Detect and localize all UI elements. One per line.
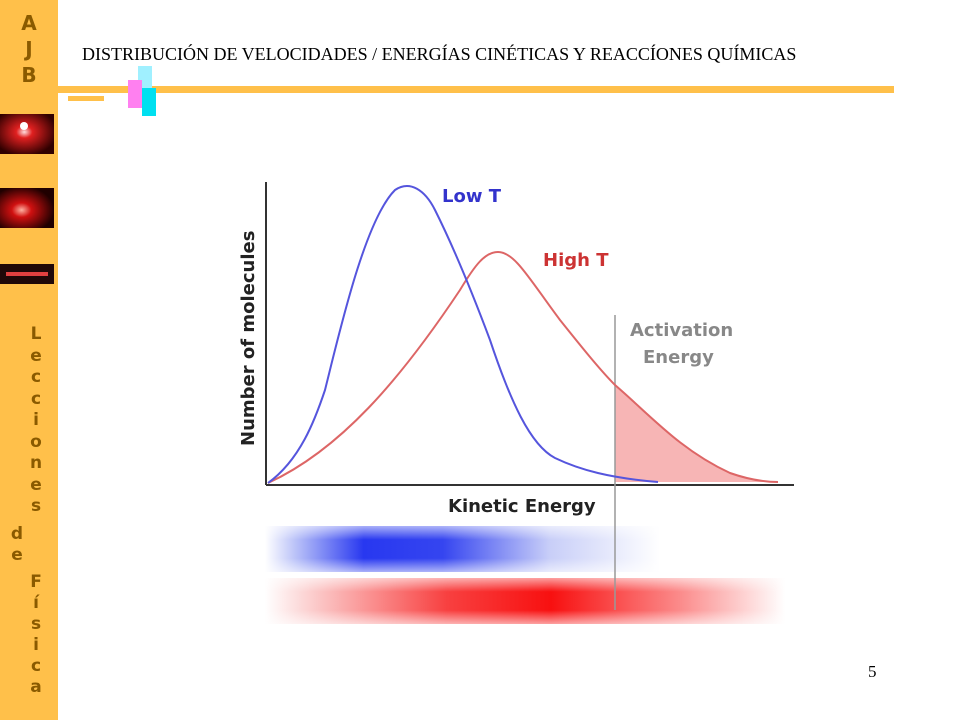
vertical-letter: s	[30, 614, 42, 634]
vertical-text-de: d e	[2, 524, 32, 566]
page-number: 5	[868, 662, 877, 681]
vertical-text-lecciones: L e c c i o n e s	[26, 324, 46, 518]
slide-title: DISTRIBUCIÓN DE VELOCIDADES / ENERGÍAS C…	[82, 44, 797, 64]
vertical-letter: n	[29, 453, 43, 473]
vertical-letter: í	[33, 593, 39, 613]
brand-logo: A J B	[0, 10, 58, 88]
thumbnail-image-1	[0, 114, 54, 154]
decorative-squares	[128, 66, 156, 116]
brand-letter: B	[21, 63, 37, 87]
y-axis-label: Number of molecules	[238, 231, 259, 446]
vertical-text-fisica: F í s i c a	[26, 572, 46, 698]
vertical-letter: e	[30, 474, 42, 495]
header-rule-short	[68, 96, 104, 101]
x-axis-label: Kinetic Energy	[448, 496, 596, 517]
high-temperature-curve	[267, 250, 779, 484]
activation-energy-label-line2: Energy	[643, 347, 714, 368]
activation-shaded-area	[615, 385, 778, 482]
header-rule	[58, 86, 894, 93]
energy-distribution-diagram: Low T High T Activation Energy Kinetic E…	[238, 182, 794, 624]
low-temperature-curve	[267, 185, 659, 484]
activation-energy-label-line1: Activation	[630, 320, 733, 341]
vertical-letter: c	[30, 367, 42, 387]
high-temperature-label: High T	[543, 250, 609, 271]
sidebar: A J B L e c c i	[0, 0, 58, 720]
low-temperature-label: Low T	[442, 186, 502, 207]
vertical-letter: d	[10, 524, 24, 544]
vertical-letter: F	[30, 572, 42, 592]
low-band-fade	[265, 526, 660, 572]
vertical-letter: i	[33, 410, 39, 430]
vertical-letter: c	[30, 656, 42, 676]
vertical-letter: e	[11, 545, 23, 565]
vertical-letter: a	[30, 677, 42, 697]
vertical-letter: o	[30, 431, 42, 452]
vertical-letter: s	[30, 496, 42, 516]
brand-letter: A	[21, 11, 37, 35]
high-band-fade	[265, 578, 785, 624]
brand-letter: J	[25, 37, 33, 61]
vertical-letter: i	[33, 635, 39, 655]
thumbnail-image-2	[0, 188, 54, 228]
vertical-letter: L	[30, 324, 42, 344]
vertical-letter: c	[30, 388, 42, 409]
thumbnail-image-3	[0, 264, 54, 284]
vertical-letter: e	[30, 345, 42, 366]
